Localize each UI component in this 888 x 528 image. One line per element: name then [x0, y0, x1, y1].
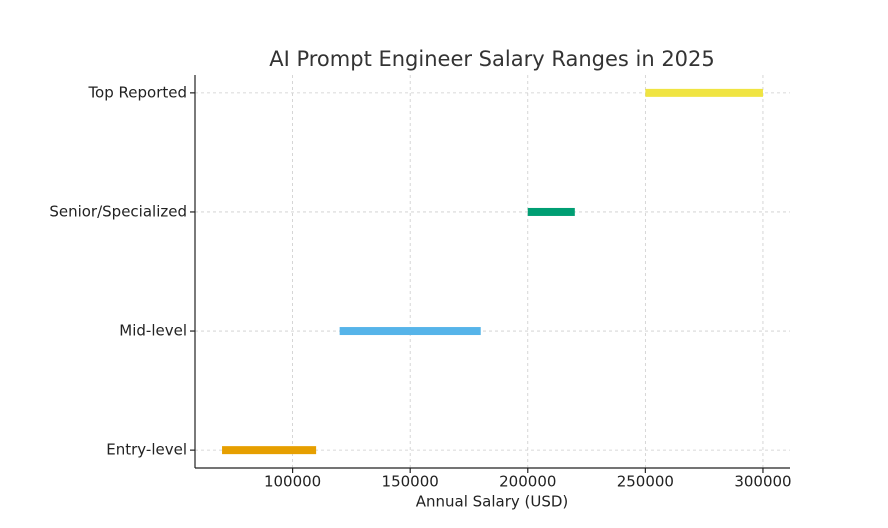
y-tick-label: Entry-level — [106, 441, 187, 459]
y-tick-label: Top Reported — [87, 83, 187, 101]
x-tick-label: 100000 — [264, 473, 321, 491]
x-axis-label: Annual Salary (USD) — [416, 493, 569, 511]
range-bar — [222, 446, 317, 455]
range-bar — [339, 327, 481, 336]
x-tick-label: 300000 — [734, 473, 791, 491]
range-bar — [527, 207, 575, 216]
chart-title: AI Prompt Engineer Salary Ranges in 2025 — [269, 47, 715, 71]
range-bar — [645, 88, 763, 97]
x-tick-label: 150000 — [382, 473, 439, 491]
x-tick-label: 250000 — [617, 473, 674, 491]
y-tick-label: Senior/Specialized — [49, 202, 187, 220]
x-tick-label: 200000 — [499, 473, 556, 491]
y-tick-label: Mid-level — [119, 322, 187, 340]
